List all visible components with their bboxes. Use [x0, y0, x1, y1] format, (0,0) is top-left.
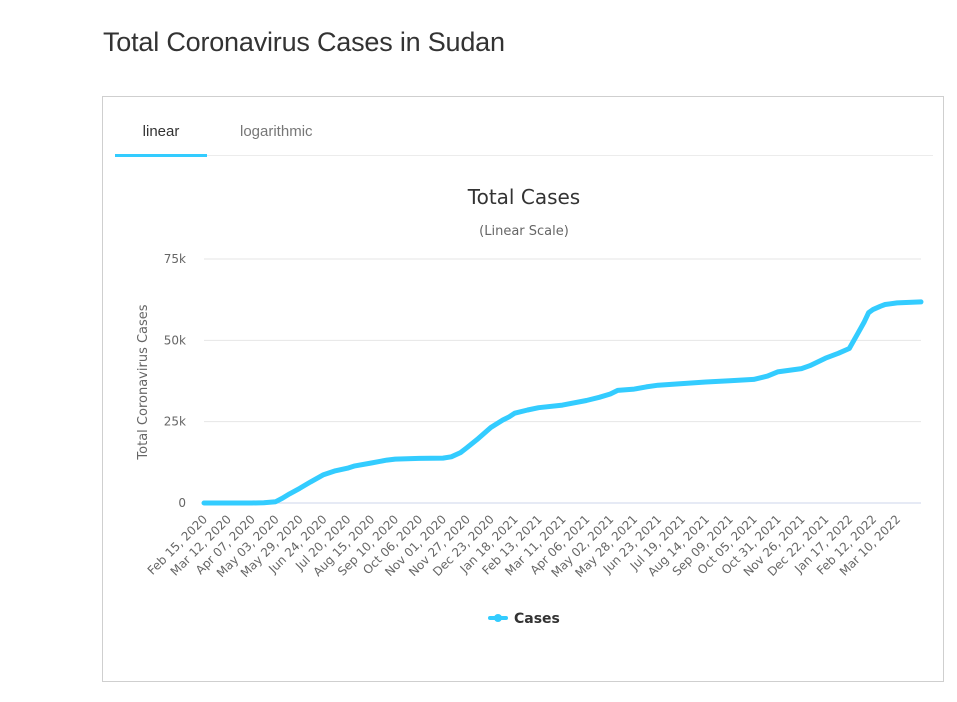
y-axis-ticks: 0 25k 50k 75k [164, 252, 186, 510]
y-tick-label: 25k [164, 415, 186, 429]
y-tick-label: 0 [178, 496, 186, 510]
y-axis-label: Total Coronavirus Cases [136, 304, 151, 460]
legend[interactable]: Cases [488, 611, 560, 627]
legend-marker-icon [494, 614, 502, 622]
tab-logarithmic[interactable]: logarithmic [240, 123, 313, 140]
chart-subtitle: (Linear Scale) [479, 224, 569, 239]
grid-lines [204, 258, 921, 504]
tab-linear[interactable]: linear [142, 123, 180, 140]
scale-tabs: linear logarithmic [115, 97, 933, 157]
chart-panel: linear logarithmic Total Cases (Linear S… [102, 96, 944, 682]
y-tick-label: 75k [164, 252, 186, 266]
series-layer [201, 299, 924, 506]
chart-title: Total Cases [467, 185, 580, 209]
chart-svg: Total Cases (Linear Scale) Total Coronav… [136, 185, 924, 627]
active-tab-indicator [115, 154, 207, 157]
page-title: Total Coronavirus Cases in Sudan [103, 27, 505, 57]
legend-label-cases: Cases [514, 611, 560, 627]
series-line-cases [201, 299, 924, 506]
y-tick-label: 50k [164, 333, 186, 347]
